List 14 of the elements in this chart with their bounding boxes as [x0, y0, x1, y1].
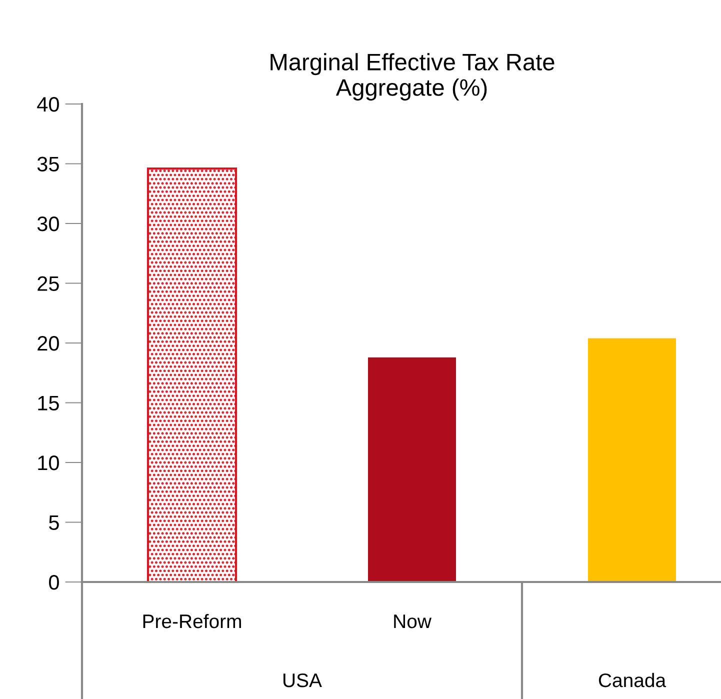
y-tick-label: 5	[49, 515, 59, 530]
y-tick-label: 0	[49, 575, 59, 590]
text: USA	[284, 673, 322, 688]
y-tick-label: 25	[38, 276, 59, 292]
chart-title: Marginal Effective Tax Rate Aggregate (%)	[270, 53, 554, 101]
x-tick-label: Now	[394, 614, 432, 628]
x-tick-label: Pre-Reform	[143, 614, 241, 628]
y-tick-label: 20	[38, 336, 59, 351]
y-tick-label: 10	[38, 456, 59, 470]
text: Canada	[598, 672, 666, 688]
y-tick-label: 40	[37, 97, 59, 112]
y-tick-label: 15	[38, 396, 59, 411]
y-tick-label: 30	[37, 216, 59, 232]
y-tick-label: 35	[37, 156, 59, 172]
